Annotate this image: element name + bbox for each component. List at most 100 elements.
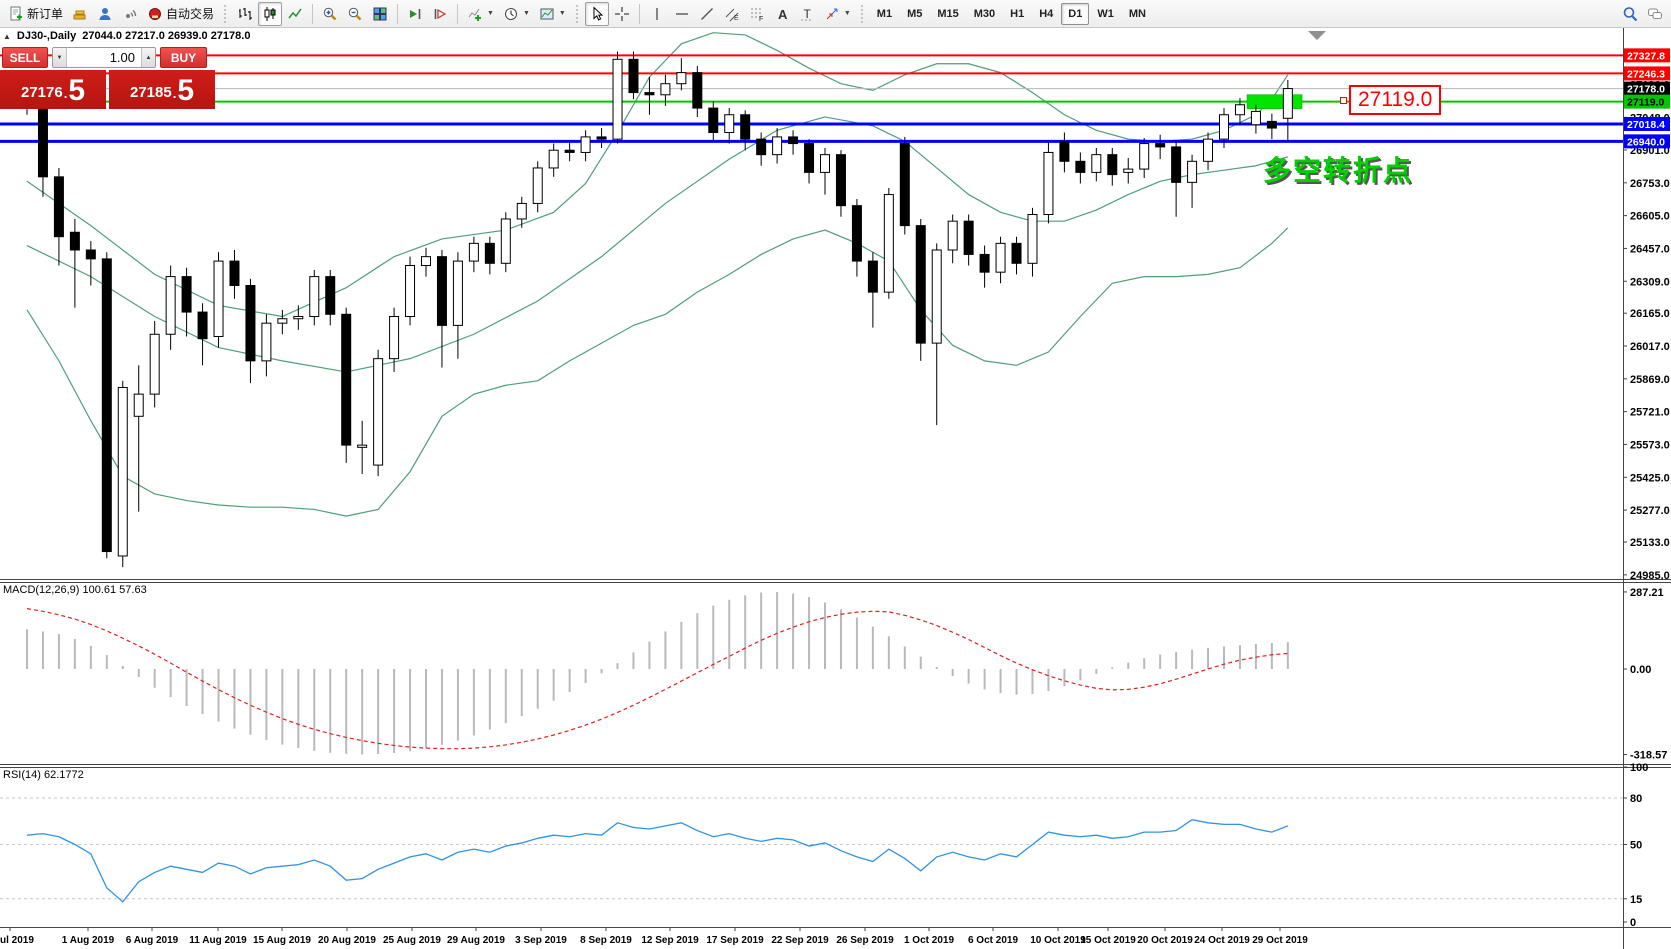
- fibonacci-button[interactable]: F: [745, 2, 769, 26]
- timeframe-w1[interactable]: W1: [1097, 7, 1114, 20]
- chat-icon: [1648, 8, 1662, 19]
- auto-trading-button[interactable]: 自动交易: [143, 2, 218, 26]
- layouts-button[interactable]: [68, 2, 92, 26]
- text-button[interactable]: A: [770, 2, 794, 26]
- candle-bullish: [724, 114, 735, 133]
- new-order-button[interactable]: 新订单: [4, 2, 67, 26]
- date-tick-label: 24 Oct 2019: [1194, 935, 1250, 946]
- timeframe-d1[interactable]: D1: [1061, 2, 1090, 25]
- date-tick-label: 6 Oct 2019: [968, 935, 1018, 946]
- zoom-out-button[interactable]: [343, 2, 367, 26]
- candle-bullish: [500, 218, 511, 264]
- date-tick-label: 29 Oct 2019: [1252, 935, 1308, 946]
- price-callout-label[interactable]: 27119.0: [1349, 85, 1442, 115]
- chart-canvas[interactable]: 27196.027048.026901.026753.026605.026457…: [0, 28, 1671, 949]
- sell-button[interactable]: SELL: [2, 47, 48, 68]
- arrows-button[interactable]: ▼: [820, 2, 855, 26]
- price-marker-label: 26940.0: [1627, 136, 1665, 148]
- chat-button[interactable]: [1643, 2, 1667, 26]
- templates-button[interactable]: ▼: [535, 2, 570, 26]
- axis-tick-label: 26017.0: [1630, 341, 1670, 353]
- new-order-icon: [10, 6, 22, 20]
- equidistant-channel-button[interactable]: E: [720, 2, 744, 26]
- rsi-pane: [0, 797, 1623, 903]
- sell-price-panel[interactable]: 27176. 5: [0, 70, 106, 109]
- candle-bullish: [293, 316, 304, 320]
- signals-icon: [126, 9, 137, 18]
- community-icon: [99, 7, 111, 20]
- buy-button[interactable]: BUY: [160, 47, 207, 68]
- price-marker-label: 27178.0: [1627, 84, 1665, 96]
- bar-chart-button[interactable]: [233, 2, 257, 26]
- price-marker-box-resistance-2: [1624, 66, 1670, 81]
- candle-bullish: [1187, 160, 1198, 183]
- signals-button[interactable]: [118, 2, 142, 26]
- search-button[interactable]: [1618, 2, 1642, 26]
- date-axis[interactable]: 8 Jul 2019 1 Aug 2019 6 Aug 2019 11 Aug 201…: [0, 927, 1308, 946]
- cursor-button[interactable]: [584, 1, 609, 26]
- candlestick-chart-button[interactable]: [258, 1, 283, 26]
- indicators-button[interactable]: ▼: [463, 2, 498, 26]
- timeframe-m15[interactable]: M15: [937, 7, 959, 20]
- buy-price-panel[interactable]: 27185. 5: [109, 70, 215, 109]
- horizontal-line-button[interactable]: [670, 2, 694, 26]
- candle-bearish: [740, 114, 751, 140]
- toolbar-grip[interactable]: [223, 3, 229, 24]
- candle-bullish: [1219, 114, 1229, 140]
- callout-handle[interactable]: [1340, 97, 1347, 104]
- candle-bullish: [1282, 88, 1293, 119]
- candle-bullish: [516, 202, 527, 220]
- volume-input[interactable]: 1.00: [109, 50, 135, 65]
- cursor-icon: [593, 5, 604, 21]
- timeframe-m1[interactable]: M1: [876, 7, 893, 20]
- candle-bullish: [1091, 154, 1102, 173]
- chevron-down-icon[interactable]: ▼: [843, 10, 851, 17]
- timeframe-mn[interactable]: MN: [1128, 7, 1146, 20]
- candle-bearish: [708, 107, 719, 133]
- zoom-out-icon: [348, 7, 362, 20]
- pane-dividers[interactable]: [0, 579, 1671, 928]
- macd-pane: [26, 591, 1289, 755]
- periods-button[interactable]: ▼: [499, 2, 534, 26]
- community-button[interactable]: [93, 2, 117, 26]
- text-label-icon: T: [800, 7, 813, 21]
- indicators-icon: [468, 8, 482, 21]
- timeframe-h1[interactable]: H1: [1010, 7, 1025, 20]
- text-annotation[interactable]: 多空转折点: [1263, 155, 1414, 186]
- zoom-in-icon: [323, 7, 337, 20]
- axis-tick-label: 25133.0: [1630, 537, 1670, 549]
- text-label-button[interactable]: T: [795, 2, 819, 26]
- timeframe-m5[interactable]: M5: [907, 7, 923, 20]
- toolbar-grip[interactable]: [574, 3, 580, 24]
- volume-up-button[interactable]: ▲: [141, 48, 155, 67]
- candle-bearish: [245, 284, 256, 362]
- collapse-panel-icon[interactable]: ▲: [3, 31, 11, 41]
- chevron-down-icon[interactable]: ▼: [558, 10, 566, 17]
- zoom-in-button[interactable]: [318, 2, 342, 26]
- price-axis[interactable]: 27196.027048.026901.026753.026605.026457…: [1623, 28, 1670, 949]
- vertical-line-button[interactable]: [645, 2, 669, 26]
- date-tick-label: 22 Sep 2019: [771, 935, 829, 946]
- chart-shift-button[interactable]: [428, 2, 452, 26]
- chevron-down-icon[interactable]: ▼: [522, 10, 530, 17]
- auto-trading-label: 自动交易: [166, 7, 215, 21]
- chart-shift-marker-icon[interactable]: [1308, 31, 1326, 40]
- line-chart-button[interactable]: [283, 2, 307, 26]
- candle-bearish: [899, 143, 910, 227]
- periods-icon: [504, 7, 517, 20]
- date-tick-label: 8 Jul 2019: [0, 935, 34, 946]
- toolbar-grip[interactable]: [859, 3, 865, 24]
- tile-windows-button[interactable]: [368, 2, 392, 26]
- highlight-rectangle-object[interactable]: [1246, 94, 1303, 109]
- timeframe-m30[interactable]: M30: [973, 7, 996, 20]
- volume-down-button[interactable]: ▼: [53, 48, 67, 67]
- chevron-down-icon[interactable]: ▼: [487, 10, 494, 17]
- timeframe-h4[interactable]: H4: [1039, 7, 1054, 20]
- date-tick-label: 1 Oct 2019: [904, 935, 954, 946]
- auto-scroll-button[interactable]: [403, 2, 427, 26]
- crosshair-button[interactable]: [610, 2, 634, 26]
- price-marker-box-resistance-1: [1624, 48, 1670, 63]
- candle-bearish: [692, 72, 703, 109]
- trendline-button[interactable]: [695, 2, 719, 26]
